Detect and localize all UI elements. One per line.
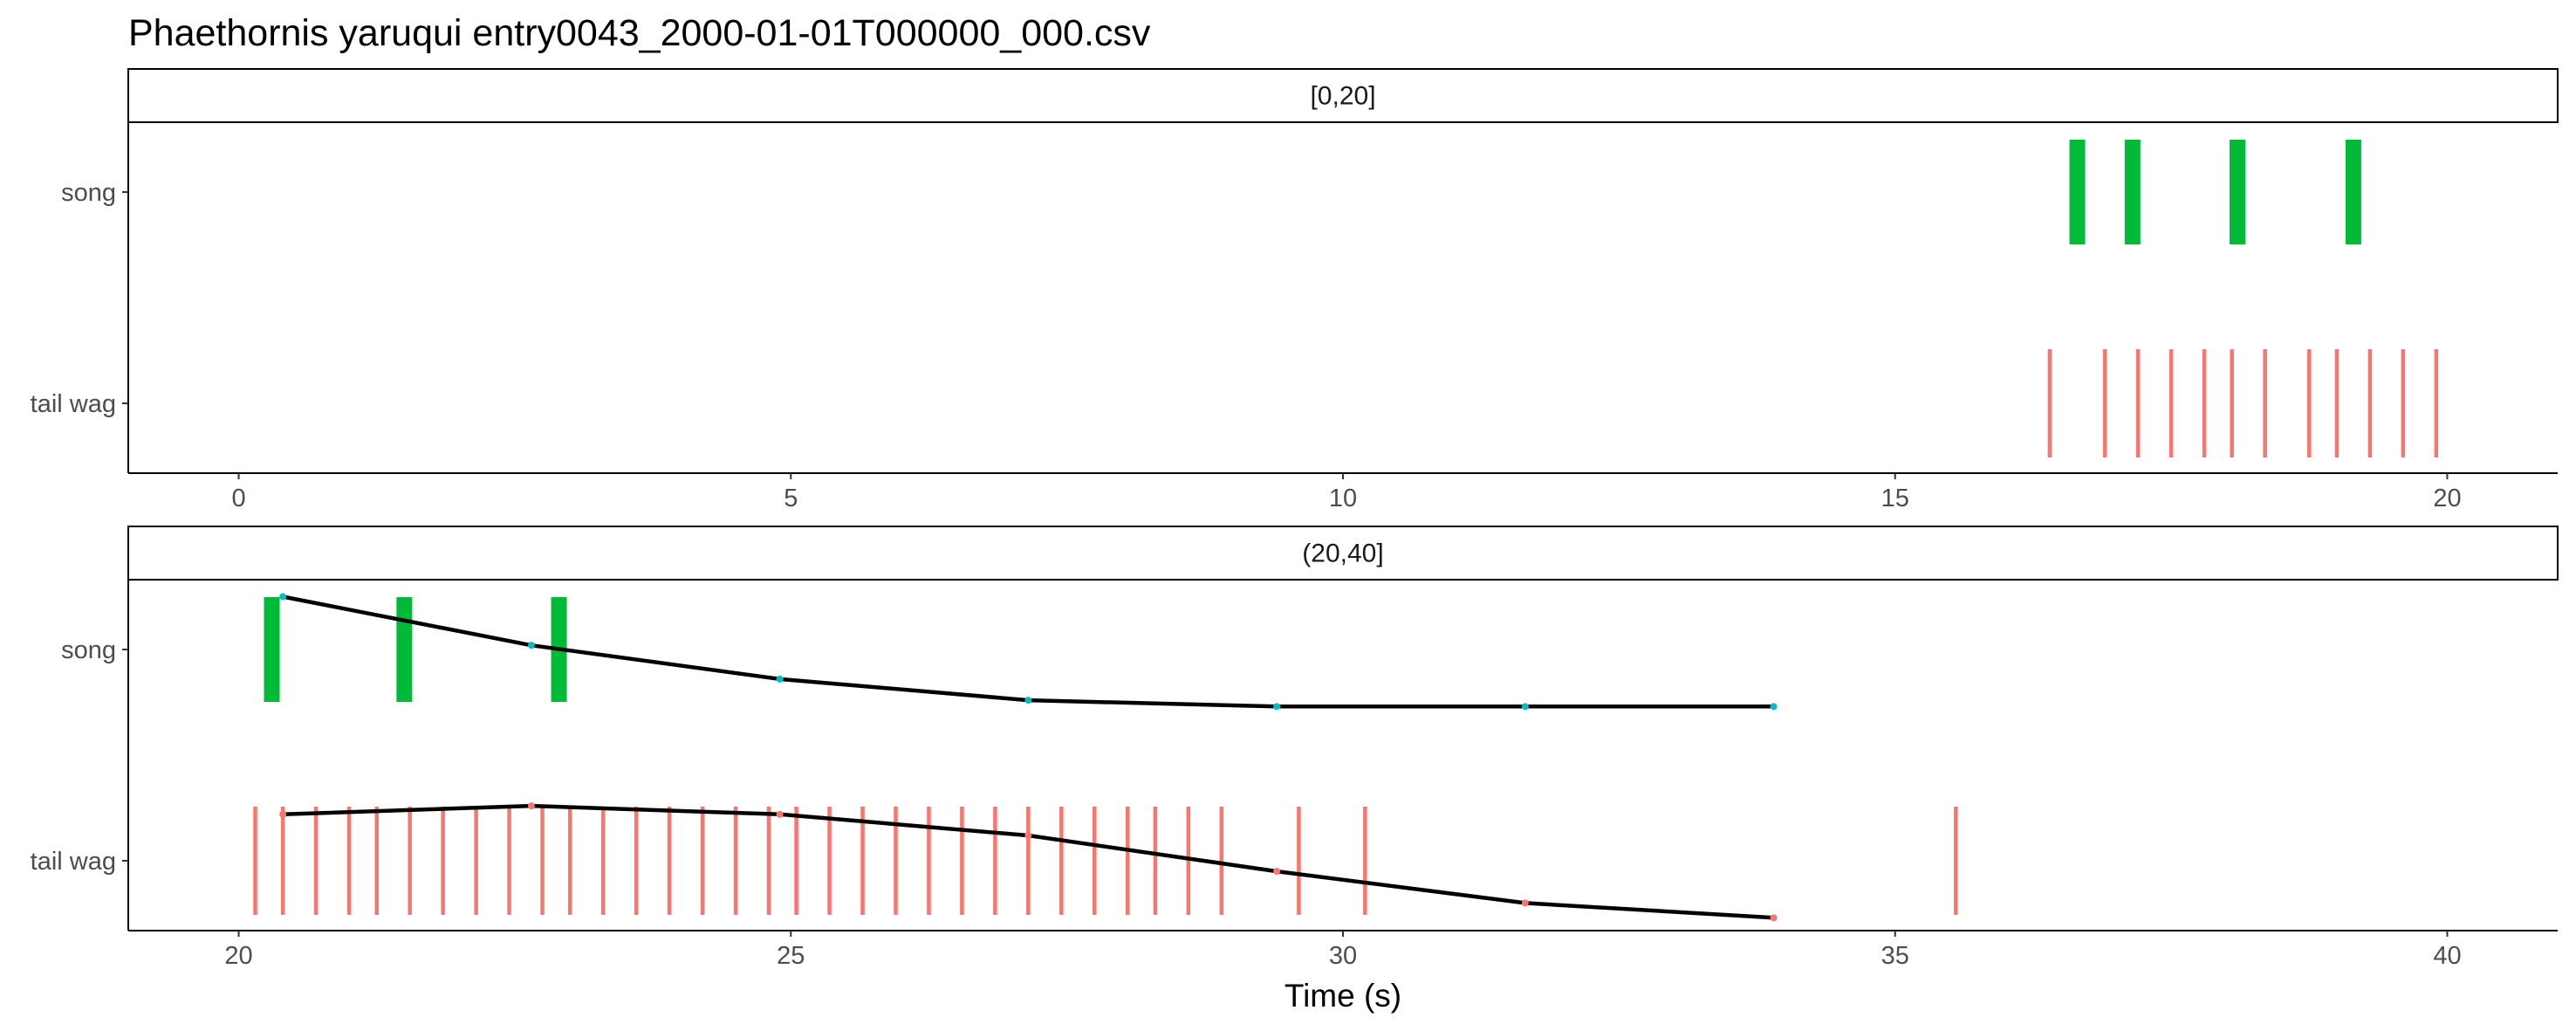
song-trend-point <box>1770 703 1778 711</box>
facet-strip <box>127 526 2559 581</box>
x-tick-label: 40 <box>2433 942 2461 970</box>
y-tick-label: tail wag <box>31 848 116 876</box>
chart-title: Phaethornis yaruqui entry0043_2000-01-01… <box>128 12 1151 54</box>
tail-wag-trend-point <box>1770 914 1778 922</box>
panels-layer: [0,20] song tail wag 0 5 10 15 20 (20,40] song tai… <box>31 68 2559 970</box>
song-event <box>396 596 413 702</box>
x-tick-label: 35 <box>1881 942 1909 970</box>
y-tick-label: tail wag <box>31 390 116 418</box>
facet-strip-label: [0,20] <box>1310 82 1375 111</box>
tail-wag-trend-point <box>1024 831 1032 839</box>
song-event <box>264 596 280 702</box>
x-tick-label: 15 <box>1881 485 1909 512</box>
x-tick-label: 20 <box>224 942 252 970</box>
x-tick-label: 30 <box>1329 942 1357 970</box>
song-trend-point <box>1024 697 1032 705</box>
y-tick-label: song <box>61 179 116 207</box>
song-event <box>2124 139 2141 244</box>
song-trend-point <box>776 675 784 683</box>
tail-wag-trend-point <box>1521 899 1529 907</box>
x-tick-label: 10 <box>1329 485 1357 512</box>
song-event <box>2069 139 2086 244</box>
song-trend-point <box>1273 703 1281 711</box>
song-trend-line <box>282 595 1774 709</box>
tail-wag-trend-point <box>1273 868 1281 876</box>
x-tick-label: 0 <box>231 485 245 512</box>
x-axis-title: Time (s) <box>1285 978 1401 1014</box>
y-tick-label: song <box>61 636 116 664</box>
x-tick-label: 20 <box>2433 485 2461 512</box>
x-tick-label: 5 <box>784 485 798 512</box>
x-tick-label: 25 <box>777 942 805 970</box>
song-trend-point <box>279 593 287 601</box>
facet-strip <box>127 68 2559 123</box>
tail-wag-trend-point <box>279 810 287 818</box>
song-trend-point <box>527 642 535 650</box>
song-event <box>2230 139 2246 244</box>
tail-wag-trend-point <box>776 810 784 818</box>
facet-strip-label: (20,40] <box>1302 540 1383 568</box>
song-event <box>2345 139 2361 244</box>
song-trend-point <box>1521 703 1529 711</box>
facet-panel: [0,20] song tail wag 0 5 10 15 20 <box>31 68 2559 512</box>
facet-panel: (20,40] song tail wag 20 25 30 35 40 <box>31 526 2559 970</box>
tail-wag-trend-point <box>527 802 535 810</box>
